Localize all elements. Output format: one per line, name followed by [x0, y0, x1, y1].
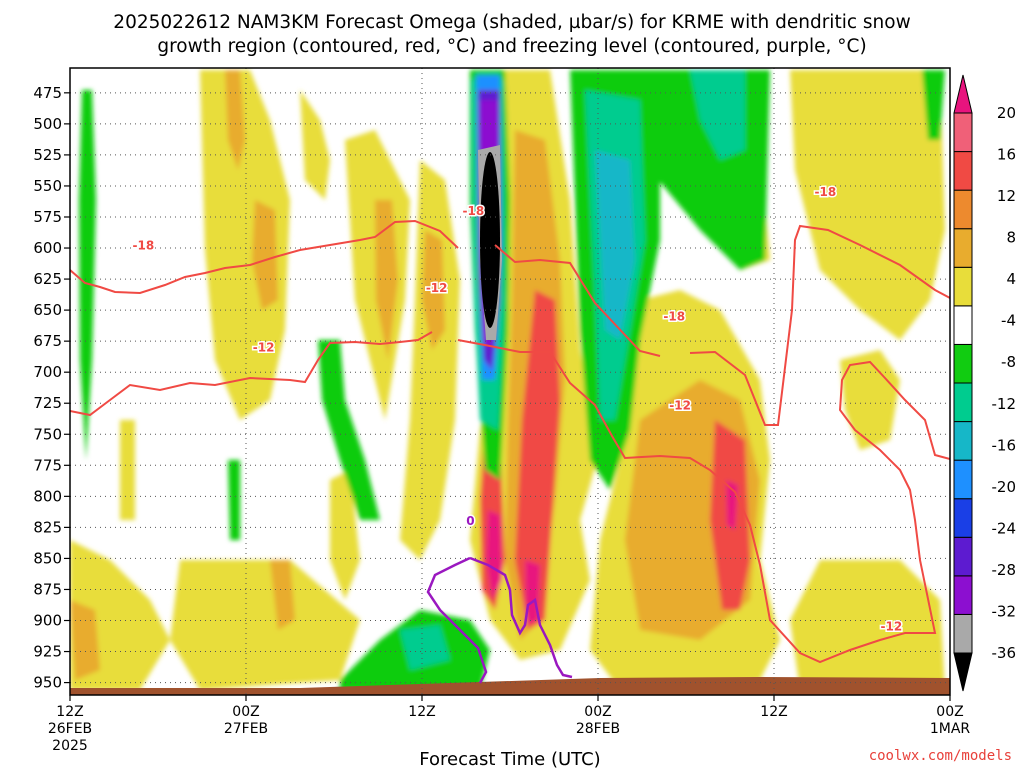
contour-label: -12	[669, 399, 691, 413]
contour-label: -18	[462, 204, 484, 218]
credit-text: coolwx.com/models	[869, 748, 1012, 764]
colorbar-label: -24	[992, 519, 1017, 537]
contour-label: -12	[253, 340, 275, 354]
colorbar-label: 20	[997, 104, 1016, 122]
x-tick-label: 2025	[52, 738, 88, 754]
y-tick-label: 550	[33, 177, 62, 195]
y-tick-label: 475	[33, 84, 62, 102]
contour-label: -18	[814, 185, 836, 199]
y-tick-label: 950	[33, 674, 62, 692]
colorbar-bin	[953, 343, 973, 384]
y-tick-label: 575	[33, 208, 62, 226]
y-tick-label: 525	[33, 146, 62, 164]
contour-labels: -18 -12 -18 -12 -18 -12 -18 -12 0	[131, 184, 904, 636]
colorbar-label: 8	[1006, 229, 1016, 247]
colorbar-label: 16	[997, 146, 1016, 164]
colorbar-bin	[953, 74, 973, 114]
y-axis: 475 500 525 550 575 600 625 650 675 700 725 750 775 8…	[33, 84, 70, 692]
y-tick-label: 875	[33, 580, 62, 598]
y-tick-label: 925	[33, 643, 62, 661]
colorbar-bin	[953, 382, 973, 423]
y-tick-label: 800	[33, 487, 62, 505]
y-tick-label: 700	[33, 363, 62, 381]
colorbar-bin	[953, 536, 973, 577]
x-tick-label: 12Z	[56, 704, 83, 720]
x-tick-label: 00Z	[584, 704, 611, 720]
x-tick-label: 27FEB	[224, 721, 268, 737]
chart-title-line-1: 2025022612 NAM3KM Forecast Omega (shaded…	[113, 12, 910, 33]
y-tick-label: 850	[33, 549, 62, 567]
colorbar-label: -28	[992, 561, 1017, 579]
colorbar-bin	[953, 266, 973, 307]
colorbar: 20 16 12 8 4 -4 -8 -12 -16 -20 -24 -28 -32 -36	[953, 74, 1017, 692]
colorbar-label: 12	[997, 187, 1016, 205]
y-tick-label: 900	[33, 612, 62, 630]
chart-title-line-2: growth region (contoured, red, °C) and f…	[157, 36, 866, 57]
x-tick-label: 1MAR	[930, 721, 971, 737]
y-tick-label: 500	[33, 115, 62, 133]
dendritic-growth-contours	[70, 219, 950, 664]
x-tick-label: 12Z	[760, 704, 787, 720]
colorbar-bin	[953, 189, 973, 230]
y-tick-label: 725	[33, 394, 62, 412]
colorbar-bin	[953, 151, 973, 191]
x-tick-label: 00Z	[936, 704, 963, 720]
colorbar-bin	[953, 575, 973, 615]
y-tick-label: 625	[33, 270, 62, 288]
y-tick-label: 825	[33, 518, 62, 536]
chart-gridlines	[70, 68, 950, 695]
y-tick-label: 600	[33, 239, 62, 257]
x-tick-label: 28FEB	[576, 721, 620, 737]
y-tick-label: 650	[33, 301, 62, 319]
x-tick-label: 00Z	[232, 704, 259, 720]
contour-label: 0	[466, 514, 474, 528]
colorbar-bin	[953, 228, 973, 268]
y-tick-label: 675	[33, 332, 62, 350]
x-tick-label: 12Z	[408, 704, 435, 720]
omega-shaded-field	[70, 68, 950, 695]
colorbar-bin	[953, 652, 973, 692]
colorbar-label: -4	[1001, 312, 1016, 330]
colorbar-label: 4	[1006, 270, 1016, 288]
colorbar-label: -20	[992, 478, 1017, 496]
y-tick-label: 775	[33, 456, 62, 474]
colorbar-bin	[953, 305, 973, 345]
freezing-level-contour	[426, 556, 573, 684]
colorbar-label: -8	[1001, 353, 1016, 371]
plot-frame	[69, 67, 951, 696]
x-axis-label: Forecast Time (UTC)	[419, 749, 600, 768]
x-tick-label: 26FEB	[48, 721, 92, 737]
contour-label: -12	[426, 281, 448, 295]
colorbar-label: -32	[992, 602, 1017, 620]
colorbar-bin	[953, 421, 973, 461]
colorbar-bin	[953, 459, 973, 500]
colorbar-label: -36	[992, 644, 1017, 662]
contour-label: -18	[132, 239, 154, 253]
colorbar-bin	[953, 613, 973, 654]
colorbar-label: -16	[992, 436, 1017, 454]
colorbar-bin	[953, 112, 973, 153]
y-tick-label: 750	[33, 425, 62, 443]
contour-label: -18	[663, 309, 685, 323]
colorbar-bin	[953, 498, 973, 538]
contour-label: -12	[880, 620, 902, 634]
colorbar-label: -12	[992, 395, 1017, 413]
